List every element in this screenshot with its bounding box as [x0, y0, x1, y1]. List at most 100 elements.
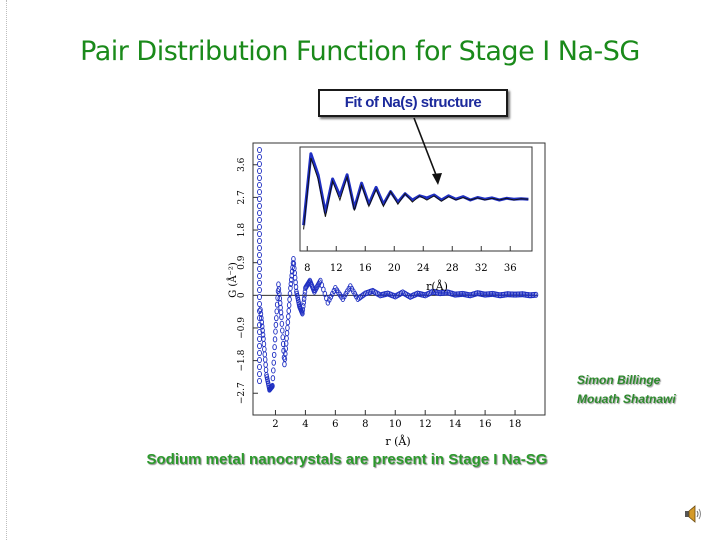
- data-point: [279, 314, 284, 321]
- data-point: [270, 375, 276, 382]
- data-point: [300, 306, 306, 313]
- data-point: [285, 319, 291, 326]
- main-x-axis-label: r (Å): [385, 434, 410, 448]
- data-point: [285, 324, 290, 332]
- data-point: [302, 292, 307, 299]
- data-point: [271, 351, 277, 358]
- main-y-tick-label: 1.8: [237, 223, 247, 238]
- data-point: [277, 295, 282, 302]
- data-point: [291, 256, 296, 263]
- main-x-tick-label: 18: [509, 419, 522, 430]
- data-point: [505, 291, 510, 298]
- data-point: [292, 274, 298, 281]
- data-point: [280, 327, 285, 334]
- inset-plot-marks: [302, 152, 529, 230]
- data-point: [277, 300, 283, 307]
- data-point: [257, 356, 262, 364]
- data-point: [288, 285, 293, 292]
- data-point: [286, 313, 291, 320]
- data-point: [278, 304, 283, 311]
- data-point: [257, 153, 262, 161]
- data-point: [257, 195, 262, 203]
- data-point: [301, 295, 307, 302]
- data-point: [257, 370, 262, 378]
- data-point: [506, 291, 512, 298]
- data-point: [287, 290, 293, 297]
- data-point: [260, 331, 266, 338]
- data-point: [258, 306, 263, 313]
- inset-x-tick-label: 20: [388, 263, 401, 274]
- inset-x-tick-label: 12: [330, 263, 343, 274]
- data-point: [273, 321, 279, 328]
- data-point: [278, 309, 284, 316]
- data-point: [293, 283, 299, 291]
- data-point: [514, 291, 519, 298]
- data-point: [274, 315, 279, 322]
- data-point: [272, 344, 277, 351]
- data-point: [257, 293, 262, 301]
- main-x-tick-label: 6: [332, 419, 338, 430]
- data-point: [291, 260, 297, 267]
- data-point: [257, 202, 262, 210]
- main-y-tick-labels: −2.7 −1.8 −0.9 0 0.9 1.8 2.7 3.6: [237, 157, 258, 404]
- slide-title: Pair Distribution Function for Stage I N…: [80, 36, 640, 67]
- data-point: [257, 160, 262, 168]
- data-point: [257, 251, 262, 259]
- data-point: [257, 342, 262, 350]
- data-point: [259, 315, 264, 322]
- data-point: [277, 290, 282, 297]
- data-point: [508, 291, 513, 298]
- data-point: [257, 146, 262, 154]
- slide-caption: Sodium metal nanocrystals are present in…: [146, 451, 548, 468]
- data-point: [257, 167, 262, 175]
- data-point: [257, 258, 262, 266]
- data-point: [257, 223, 262, 231]
- data-point: [286, 307, 291, 314]
- data-point: [286, 302, 292, 309]
- main-y-tick-label: −0.9: [237, 317, 247, 339]
- data-point: [271, 359, 277, 366]
- data-point: [257, 349, 262, 357]
- main-x-tick-label: 8: [362, 419, 368, 430]
- inset-x-tick-labels: 8 12 16 20 24 28 32 36: [304, 246, 517, 274]
- main-y-tick-label: 0: [237, 292, 247, 298]
- data-point: [511, 291, 516, 298]
- credit-name-1: Simon Billinge: [577, 373, 661, 387]
- data-point: [533, 291, 539, 298]
- data-point: [257, 181, 262, 189]
- data-point: [512, 291, 518, 298]
- credits-block: Simon Billinge Mouath Shatnawi: [577, 371, 676, 409]
- main-y-axis-label: G (Å⁻²): [227, 262, 239, 298]
- data-point: [288, 280, 294, 287]
- data-point: [273, 328, 278, 335]
- data-point: [257, 286, 262, 294]
- main-x-tick-label: 12: [419, 419, 432, 430]
- inset-x-tick-label: 16: [359, 263, 372, 274]
- data-point: [301, 303, 306, 310]
- main-x-tick-label: 2: [272, 419, 278, 430]
- data-point: [259, 319, 265, 326]
- data-point: [257, 230, 262, 238]
- arrow-head-icon: [432, 173, 442, 185]
- inset-x-tick-label: 24: [417, 263, 430, 274]
- main-x-tick-labels: 2 4 6 8 10 12 14 16 18: [272, 410, 521, 430]
- main-y-tick-label: −1.8: [237, 349, 247, 371]
- data-point: [271, 367, 276, 374]
- data-point: [257, 272, 262, 280]
- main-y-tick-label: 3.6: [237, 157, 247, 172]
- data-point: [257, 300, 262, 308]
- data-point: [272, 336, 278, 343]
- slide-left-border: [0, 0, 7, 540]
- main-x-tick-label: 4: [302, 419, 308, 430]
- speaker-icon[interactable]: [683, 504, 703, 524]
- data-point: [292, 269, 297, 277]
- data-point: [517, 291, 522, 298]
- data-point: [257, 377, 262, 385]
- data-point: [257, 363, 262, 371]
- data-point: [257, 216, 262, 224]
- fit-callout-box: Fit of Na(s) structure: [318, 89, 508, 117]
- inset-x-tick-label: 36: [504, 263, 517, 274]
- main-x-tick-label: 14: [449, 419, 462, 430]
- inset-fit-line: [303, 157, 529, 230]
